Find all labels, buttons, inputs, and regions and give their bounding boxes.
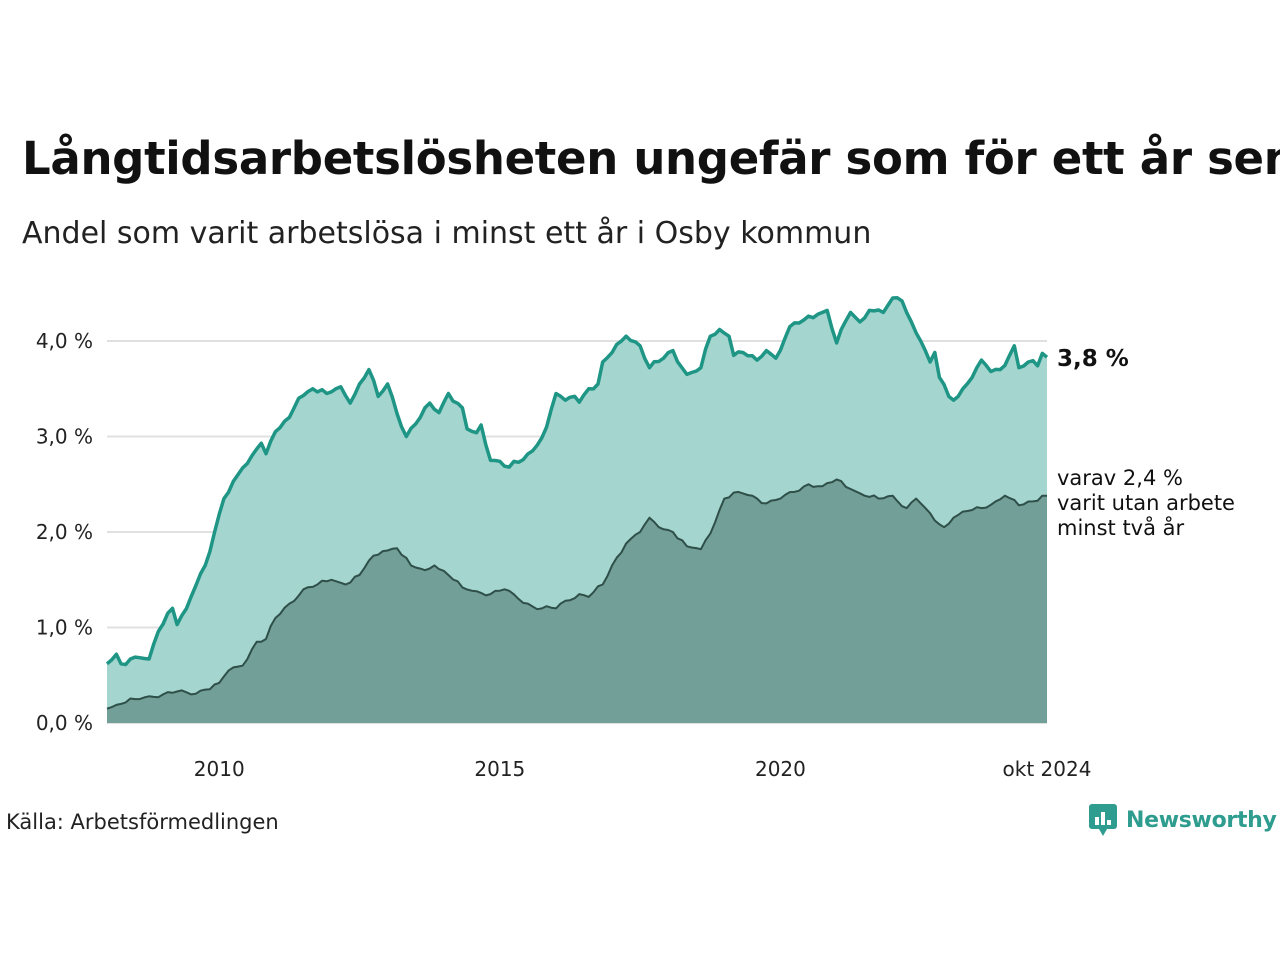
y-tick-label-2: 2,0 % — [36, 520, 93, 544]
x-tick-label-0: 2010 — [194, 757, 245, 781]
y-tick-label-0: 0,0 % — [36, 711, 93, 735]
y-tick-label-1: 1,0 % — [36, 616, 93, 640]
axis-tick-labels: 0,0 % 1,0 % 2,0 % 3,0 % 4,0 % 2010 2015 2020 okt… — [36, 329, 1092, 781]
brand-logo[interactable]: Newsworthy — [1088, 803, 1277, 837]
line-series-one-year — [105, 296, 1049, 667]
chart-title: Långtidsarbetslösheten ungefär som för e… — [22, 132, 1280, 185]
chart-subtitle: Andel som varit arbetslösa i minst ett å… — [22, 216, 872, 251]
end-label-two-years-line-3: minst två år — [1057, 515, 1185, 540]
y-tick-label-4: 4,0 % — [36, 329, 93, 353]
line-series-two-years — [106, 478, 1047, 710]
brand-name: Newsworthy — [1126, 807, 1277, 833]
source-credit: Källa: Arbetsförmedlingen — [6, 810, 279, 834]
end-label-one-year: 3,8 % — [1057, 346, 1129, 372]
y-tick-label-3: 3,0 % — [36, 425, 93, 449]
x-tick-label-3: okt 2024 — [1003, 757, 1092, 781]
x-tick-label-2: 2020 — [755, 757, 806, 781]
area-series-two-years — [107, 479, 1047, 723]
x-tick-label-1: 2015 — [474, 757, 525, 781]
end-label-two-years-line-2: varit utan arbete — [1057, 491, 1235, 515]
series-areas — [105, 296, 1049, 723]
end-label-two-years-line-1: varav 2,4 % — [1057, 466, 1183, 490]
newsworthy-logo-icon — [1089, 804, 1117, 836]
